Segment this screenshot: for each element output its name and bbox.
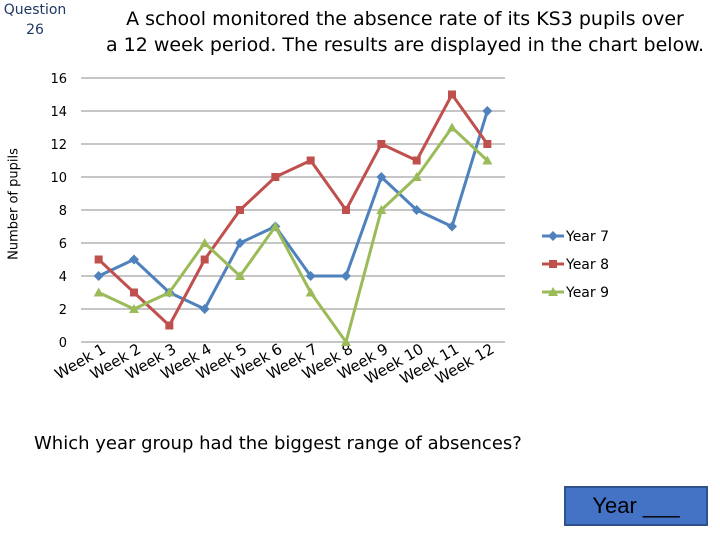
- y-tick-label: 12: [50, 138, 67, 153]
- data-point-year-9: [341, 337, 351, 346]
- series-line-year-8: [97, 93, 489, 327]
- question-label-word: Question: [3, 2, 67, 18]
- data-point-year-9: [93, 287, 104, 297]
- data-point-year-7: [93, 271, 104, 281]
- data-point-year-8: [165, 321, 174, 330]
- data-point-year-8: [200, 255, 209, 264]
- series-year-8: [94, 90, 492, 330]
- y-tick-labels: 0 2 4 6 8 10 12 14 16: [50, 72, 67, 351]
- data-point-year-7: [411, 205, 422, 215]
- data-point-year-7: [376, 172, 387, 182]
- data-point-year-8: [342, 206, 350, 214]
- legend-item-year-9: Year 9: [542, 285, 609, 301]
- data-point-year-7: [341, 271, 351, 281]
- legend-marker: [548, 231, 558, 241]
- data-point-year-9: [270, 221, 281, 231]
- data-point-year-7: [199, 304, 210, 314]
- data-point-year-9: [305, 287, 316, 297]
- question-intro-line-1: A school monitored the absence rate of i…: [126, 8, 684, 30]
- data-point-year-9: [447, 122, 457, 132]
- data-point-year-8: [412, 156, 421, 165]
- y-tick-label: 0: [59, 336, 67, 351]
- series-lines: [93, 90, 493, 346]
- series-line-year-7: [98, 110, 489, 311]
- data-point-year-7: [235, 238, 245, 248]
- question-intro-line-2: a 12 week period. The results are displa…: [105, 34, 705, 56]
- y-tick-label: 2: [59, 303, 67, 318]
- legend-item-year-7: Year 7: [542, 229, 609, 245]
- y-tick-label: 8: [59, 204, 67, 219]
- answer-box[interactable]: Year ___: [564, 486, 708, 526]
- data-point-year-9: [164, 287, 175, 297]
- legend-label: Year 7: [565, 229, 609, 245]
- y-tick-label: 6: [59, 237, 67, 252]
- data-point-year-8: [130, 288, 138, 297]
- data-point-year-8: [271, 173, 280, 181]
- legend-label: Year 9: [565, 285, 609, 301]
- data-point-year-9: [199, 238, 210, 247]
- data-point-year-9: [376, 205, 387, 214]
- legend: Year 7 Year 8 Year 9: [542, 229, 609, 301]
- y-tick-label: 10: [50, 171, 67, 186]
- series-year-9: [93, 122, 493, 346]
- y-tick-label: 16: [50, 72, 67, 87]
- data-point-year-9: [411, 172, 422, 181]
- data-point-year-8: [94, 255, 103, 264]
- data-point-year-7: [129, 254, 139, 265]
- question-text: Which year group had the biggest range o…: [34, 433, 522, 454]
- data-point-year-9: [235, 271, 245, 280]
- data-point-year-7: [305, 271, 316, 281]
- data-point-year-8: [483, 140, 492, 148]
- data-point-year-7: [447, 221, 457, 232]
- data-point-year-8: [236, 206, 244, 214]
- data-point-year-8: [306, 156, 315, 165]
- question-label-number: 26: [26, 22, 44, 38]
- data-point-year-8: [377, 140, 386, 148]
- legend-marker: [548, 287, 558, 296]
- question-intro: A school monitored the absence rate of i…: [100, 6, 710, 58]
- y-tick-label: 14: [50, 105, 67, 120]
- data-point-year-8: [448, 90, 456, 99]
- legend-item-year-8: Year 8: [542, 257, 609, 273]
- series-line-year-9: [98, 126, 489, 344]
- y-tick-label: 4: [59, 270, 67, 285]
- answer-prompt: Year ___: [592, 493, 680, 518]
- legend-label: Year 8: [565, 257, 609, 273]
- data-point-year-7: [482, 106, 493, 116]
- data-point-year-9: [129, 304, 139, 313]
- legend-marker: [549, 260, 557, 268]
- question-number-label: Question 26: [0, 0, 70, 40]
- y-axis-label: Number of pupils: [7, 148, 22, 260]
- data-point-year-9: [482, 155, 493, 165]
